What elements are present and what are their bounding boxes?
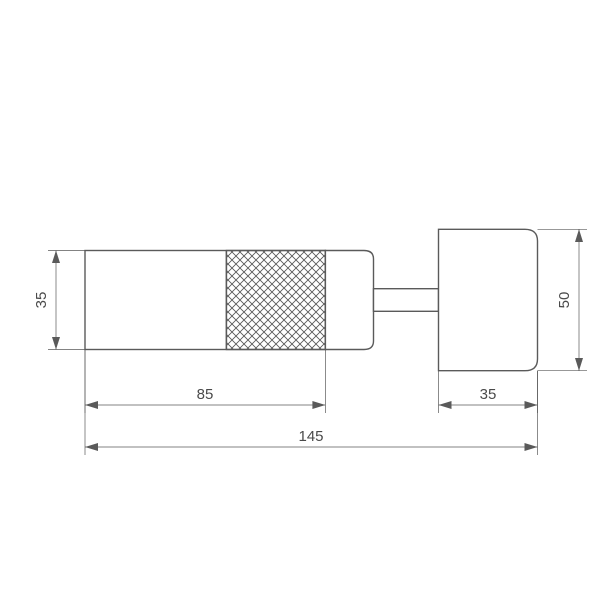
dim-145-label: 145: [298, 428, 323, 445]
technical-drawing: 35 50 85 35 145: [0, 0, 600, 600]
part: [85, 229, 538, 370]
dim-35-left-label: 35: [33, 292, 50, 309]
dim-width-85: 85: [85, 350, 325, 414]
knurl-zone: [226, 251, 325, 350]
connector: [374, 289, 439, 312]
faceplate: [325, 251, 373, 350]
dim-height-35: 35: [33, 251, 85, 350]
dim-35-bottom-label: 35: [480, 386, 497, 403]
dim-50-right-label: 50: [556, 292, 573, 309]
dim-height-50: 50: [538, 229, 588, 370]
dim-85-label: 85: [197, 386, 214, 403]
head-block: [439, 229, 538, 370]
dim-width-35: 35: [439, 371, 538, 413]
